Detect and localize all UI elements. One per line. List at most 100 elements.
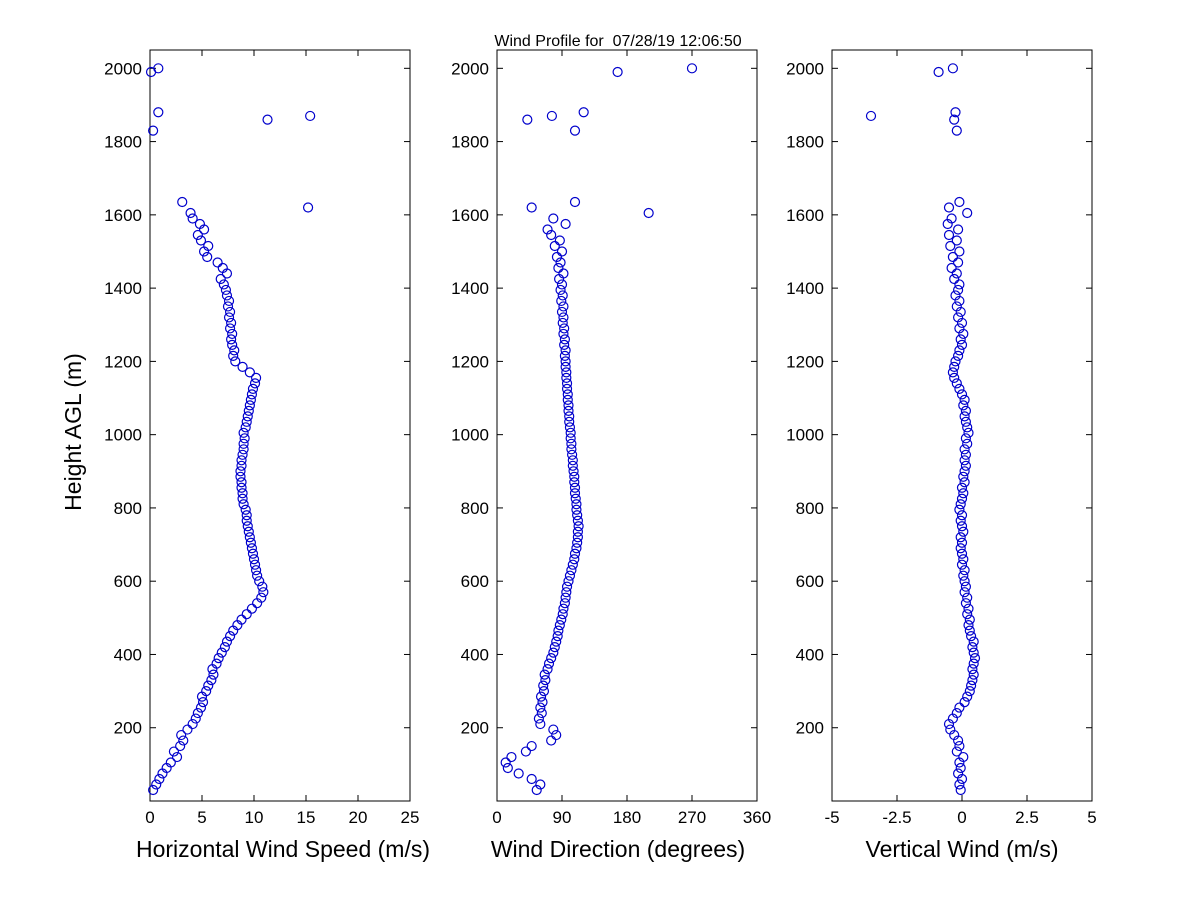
data-point [246,389,258,400]
data-point [962,609,973,620]
data-point [247,548,259,559]
data-point [958,570,969,581]
data-point [949,114,960,125]
data-point [865,110,877,122]
data-point [958,751,969,763]
data-point [536,707,547,719]
data-point [557,317,568,329]
data-point [951,301,962,312]
y-tick-label: 2000 [104,59,142,78]
data-point [963,427,974,438]
x-tick-label: 270 [678,808,706,827]
data-point [571,504,582,515]
data-point [230,356,241,367]
data-point [564,422,576,433]
data-point [569,471,580,482]
x-tick-label: -2.5 [882,808,911,827]
data-point [558,301,569,312]
data-point [227,339,238,351]
data-point [242,521,253,532]
y-tick-label: 200 [796,719,824,738]
data-point [561,383,573,394]
data-point [569,488,581,499]
data-point [952,312,964,323]
data-point [951,707,962,719]
data-point [558,268,569,279]
y-tick-label: 200 [114,719,142,738]
data-point [956,493,968,504]
data-point [192,229,203,241]
data-point [235,466,246,477]
data-point [933,66,944,78]
data-point [943,229,955,241]
data-point [952,350,964,361]
data-point [243,405,254,416]
data-point [569,196,581,208]
data-point [250,372,262,383]
data-point [219,642,230,653]
data-point [546,110,557,122]
data-point [967,675,978,686]
data-point [950,290,961,301]
data-point [556,295,567,307]
data-point [569,477,580,488]
data-point [222,301,234,312]
data-point [569,125,581,136]
data-point [958,554,969,565]
data-point [203,240,214,252]
data-point [558,312,569,323]
data-point [950,356,961,367]
data-point [242,411,253,422]
data-point [226,334,237,345]
x-tick-label: 15 [297,808,316,827]
data-point [195,235,207,246]
data-point [951,378,962,389]
data-point [535,718,546,730]
data-point [954,246,965,257]
data-point [558,328,569,340]
data-point [168,746,180,757]
data-point [969,653,981,664]
data-point [548,724,559,735]
data-point [569,548,581,559]
data-point [256,592,267,603]
axes-box [496,49,758,802]
data-point [555,284,566,296]
data-point [559,350,570,361]
data-point [154,773,165,785]
data-point [561,581,573,592]
data-point [153,107,164,118]
data-point [548,647,559,658]
data-point [956,339,968,351]
data-point [216,647,227,658]
data-point [252,570,263,581]
data-point [245,537,256,548]
data-point [946,213,957,224]
data-point [959,444,970,455]
data-point [221,290,233,301]
data-point [203,680,214,691]
data-point [240,422,251,433]
data-point [148,784,159,796]
data-point [190,713,201,724]
data-point [559,598,570,609]
data-point [556,614,567,625]
data-point [556,279,568,290]
data-point [554,235,565,246]
data-point [218,279,229,290]
data-point [213,653,224,664]
data-point [249,559,261,570]
data-point [560,361,571,372]
data-point [959,477,970,488]
data-point [526,202,537,213]
data-point [572,510,583,521]
data-point [248,554,260,565]
data-point [572,515,583,526]
data-point [542,224,553,235]
data-point [967,642,978,653]
data-point [567,449,578,460]
y-tick-label: 1800 [786,133,824,152]
x-tick-label: 0 [492,808,501,827]
data-point [548,213,559,224]
